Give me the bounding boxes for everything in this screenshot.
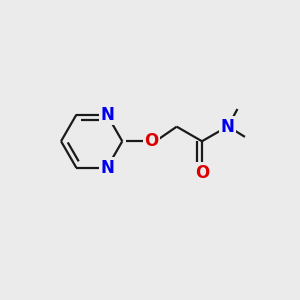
- Text: O: O: [144, 132, 159, 150]
- Text: N: N: [100, 159, 114, 177]
- Text: O: O: [195, 164, 209, 182]
- Text: N: N: [100, 106, 114, 124]
- Text: N: N: [220, 118, 234, 136]
